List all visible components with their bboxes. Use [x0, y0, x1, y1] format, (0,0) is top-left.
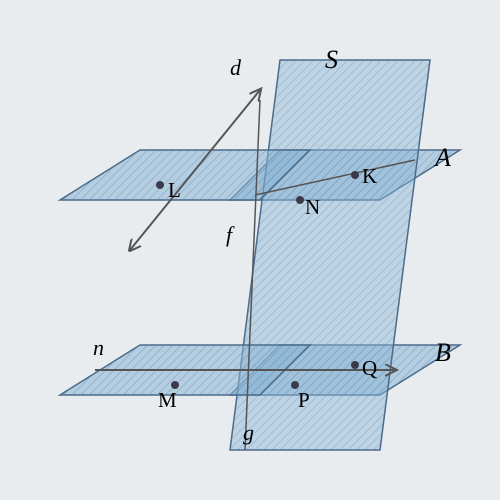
point-Q: [351, 361, 359, 369]
label-g: g: [243, 420, 254, 446]
point-K: [351, 171, 359, 179]
geometry-diagram: d S A B n f g L K N M P Q: [0, 0, 500, 500]
label-M: M: [158, 388, 177, 413]
label-n: n: [93, 335, 104, 361]
label-B: B: [435, 338, 451, 368]
point-L: [156, 181, 164, 189]
label-A: A: [435, 143, 451, 173]
label-P: P: [298, 388, 310, 413]
label-d: d: [230, 55, 241, 81]
label-Q: Q: [362, 356, 377, 381]
label-N: N: [305, 195, 320, 220]
point-N: [296, 196, 304, 204]
label-S: S: [325, 45, 338, 75]
label-f: f: [226, 222, 232, 248]
label-L: L: [168, 178, 181, 203]
label-K: K: [362, 164, 377, 189]
